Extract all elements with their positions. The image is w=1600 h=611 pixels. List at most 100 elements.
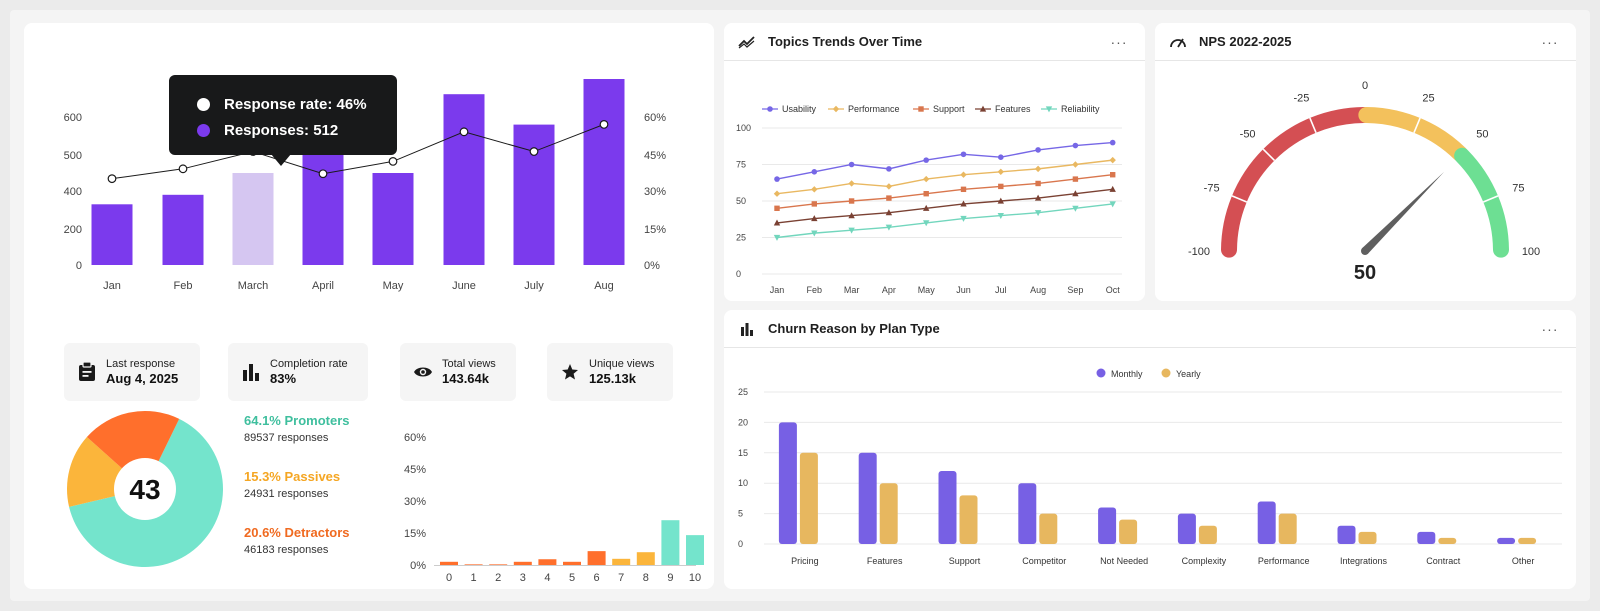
donut-center-value: 43: [129, 474, 160, 505]
distribution-bar: [513, 561, 532, 565]
series-point: [811, 230, 818, 237]
gauge-needle: [1362, 171, 1445, 254]
legend-marker: [1161, 368, 1171, 378]
series-line: [776, 159, 1113, 195]
stat-label: Last response: [106, 358, 176, 370]
response-rate-point: [107, 174, 117, 184]
x-axis-tick: Feb: [807, 285, 823, 295]
x-axis-tick: 3: [520, 572, 526, 584]
series-point: [773, 219, 781, 226]
gauge-segment-divider: [1231, 195, 1248, 203]
x-axis-tick: 9: [667, 572, 673, 584]
gauge-tick-label: 0: [1362, 80, 1368, 92]
gauge-segment-divider: [1262, 148, 1276, 162]
response-rate-point: [388, 156, 398, 166]
y-axis-tick: 500: [64, 150, 82, 162]
topics-line-chart: 0 25 50 75 100 Jan Feb Mar Apr May Jun Jul Aug Sep Oct…: [736, 104, 1122, 295]
y-axis-tick: 15: [738, 448, 748, 458]
x-axis-tick: Oct: [1106, 285, 1121, 295]
distribution-bar: [636, 552, 655, 565]
series-point: [923, 204, 930, 211]
y-axis-tick: 60%: [404, 432, 426, 444]
stat-unique-views: Unique views 125.13k: [547, 343, 673, 401]
series-point: [1034, 165, 1042, 173]
series-point: [997, 213, 1004, 219]
series-point: [773, 234, 781, 241]
x-axis-tick: 7: [618, 572, 624, 584]
series-point: [886, 166, 892, 172]
distribution-bar: [686, 535, 704, 565]
series-point: [1072, 190, 1079, 197]
gauge-segment-divider: [1413, 117, 1421, 134]
y-axis-tick: 0: [736, 269, 741, 279]
distribution-bar: [587, 551, 606, 565]
series-point: [998, 154, 1004, 160]
promoters-count: 89537 responses: [244, 432, 329, 444]
gauge-tick-label: -50: [1240, 129, 1256, 141]
response-bar: [443, 94, 485, 265]
series-point: [997, 168, 1004, 175]
x-axis-tick: Jan: [103, 280, 121, 292]
churn-bar: [799, 452, 818, 544]
series-point: [848, 180, 855, 187]
y-axis-tick: 400: [64, 186, 82, 198]
bar-chart-icon: [240, 361, 262, 383]
score-distribution-chart: 0% 15% 30% 45% 60% 0 1 2 3 4 5 6 7 8 9 10: [404, 432, 704, 584]
y-axis-tick: 45%: [404, 464, 426, 476]
y-axis-tick: 75: [736, 160, 746, 170]
y2-axis-tick: 0%: [644, 260, 660, 272]
y2-axis-tick: 30%: [644, 186, 666, 198]
series-point: [1109, 156, 1116, 164]
eye-icon: [412, 361, 434, 383]
gauge-tick-label: 25: [1422, 93, 1434, 105]
churn-bar: [1119, 519, 1138, 544]
series-point: [848, 212, 855, 219]
series-line: [776, 174, 1113, 209]
distribution-bar: [440, 561, 458, 565]
stat-value: 83%: [270, 371, 297, 386]
legend-marker: [979, 105, 987, 112]
overview-card: 0 200 400 500 600 0% 15% 30% 45% 60% Jan Feb March Ap…: [24, 23, 714, 589]
churn-bar: [1417, 531, 1436, 544]
churn-bar-chart: 0 5 10 15 20 25 Pricing Features Support Competit…: [738, 368, 1562, 566]
x-axis-tick: Integrations: [1340, 556, 1388, 566]
legend-passives: 15.3% Passives 24931 responses: [244, 469, 340, 500]
tooltip-rate: Response rate: 46%: [224, 95, 367, 113]
churn-bar: [1497, 537, 1516, 544]
series-point: [960, 186, 967, 193]
legend-marker: [1045, 106, 1053, 113]
detractors-label: 20.6% Detractors: [244, 525, 350, 540]
more-menu-button[interactable]: ···: [1541, 320, 1559, 337]
x-axis-tick: 6: [594, 572, 600, 584]
tooltip-arrow: [271, 154, 291, 166]
churn-bar: [1177, 513, 1196, 544]
series-point: [1109, 201, 1116, 208]
more-menu-button[interactable]: ···: [1110, 33, 1128, 50]
legend-detractors: 20.6% Detractors 46183 responses: [244, 525, 350, 556]
gauge-tick-label: 100: [1522, 246, 1540, 258]
x-axis-tick: May: [918, 285, 936, 295]
legend-marker: [767, 106, 773, 112]
more-menu-button[interactable]: ···: [1541, 33, 1559, 50]
nps-title: NPS 2022-2025: [1199, 34, 1292, 49]
x-axis-tick: July: [524, 280, 544, 292]
y2-axis-tick: 45%: [644, 150, 666, 162]
series-point: [997, 197, 1004, 204]
stat-last-response: Last response Aug 4, 2025: [64, 343, 200, 401]
stat-value: Aug 4, 2025: [106, 371, 179, 386]
legend-label: Yearly: [1176, 369, 1201, 379]
series-point: [774, 205, 780, 211]
churn-bar: [1278, 513, 1297, 544]
series-point: [923, 191, 929, 197]
bar-chart-icon: [738, 320, 756, 338]
stat-value: 125.13k: [589, 371, 636, 386]
topics-card: Topics Trends Over Time ··· 0 25 50 75 100 Ja…: [724, 23, 1145, 301]
x-axis-tick: May: [383, 280, 404, 292]
tooltip-responses: Responses: 512: [224, 121, 339, 139]
gauge-segment-divider: [1482, 195, 1499, 203]
x-axis-tick: June: [452, 280, 476, 292]
churn-bar: [1358, 531, 1377, 544]
gauge-tick-label: 75: [1512, 182, 1524, 194]
churn-bar: [1098, 507, 1117, 544]
response-rate-line: [111, 123, 605, 180]
